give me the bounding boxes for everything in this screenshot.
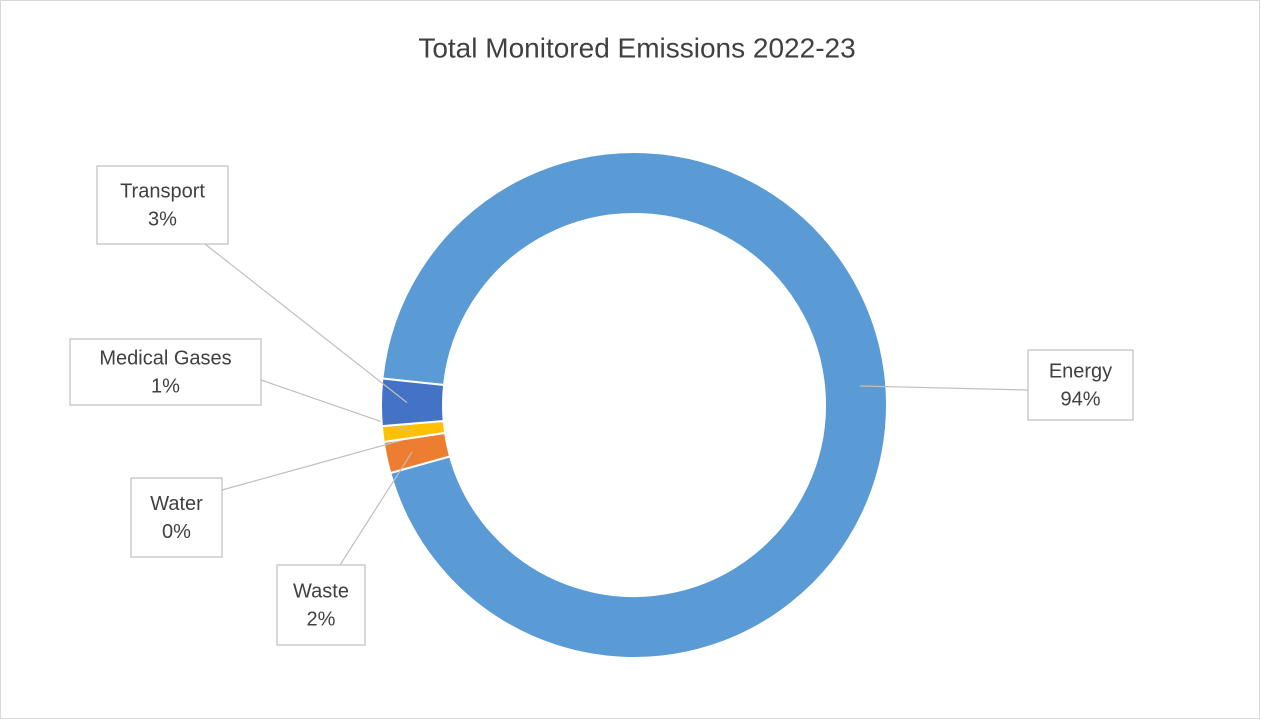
chart-title: Total Monitored Emissions 2022-23 <box>418 32 855 63</box>
slice <box>381 151 888 659</box>
data-label-value: 1% <box>151 375 180 397</box>
data-label-value: 0% <box>162 521 191 543</box>
label-box <box>96 165 229 245</box>
leader-line <box>204 243 408 404</box>
data-label-value: 94% <box>1060 388 1100 410</box>
leader-line <box>339 451 413 566</box>
label-box <box>69 338 262 406</box>
slice <box>380 377 446 428</box>
data-label-name: Medical Gases <box>99 347 231 369</box>
data-label-name: Waste <box>293 580 349 602</box>
data-label-value: 3% <box>148 208 177 230</box>
label-box <box>276 564 366 646</box>
data-label-name: Water <box>150 493 203 515</box>
leader-line <box>860 385 1029 391</box>
leader-line <box>221 437 410 491</box>
data-label-name: Transport <box>120 180 205 202</box>
data-label-name: Energy <box>1049 360 1112 382</box>
label-box <box>1027 349 1134 421</box>
data-label-value: 2% <box>307 608 336 630</box>
label-box <box>130 477 223 558</box>
